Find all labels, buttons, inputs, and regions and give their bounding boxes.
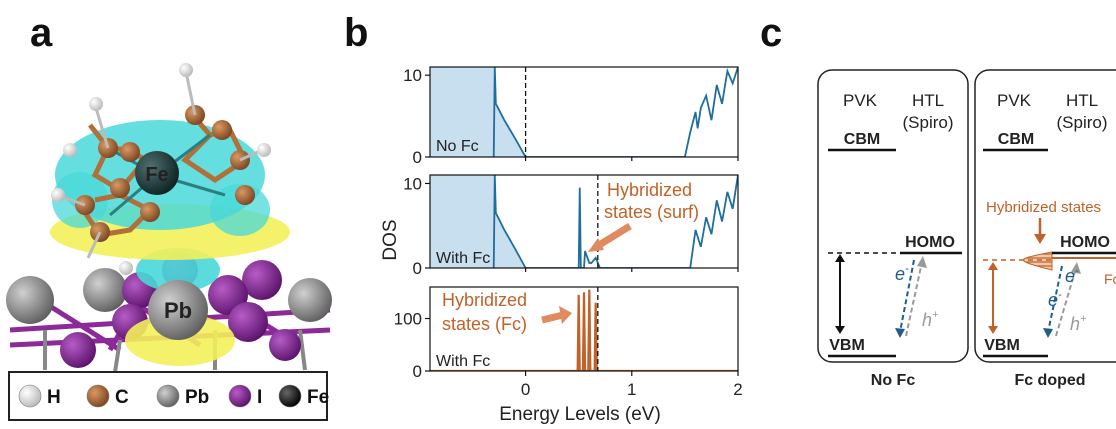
arrowhead-hybridized-fc — [559, 306, 572, 324]
label-cbm-left: CBM — [844, 131, 880, 148]
legend-swatch-fe — [278, 384, 302, 408]
y-tick-label: 100 — [394, 310, 422, 329]
label-with-fc-2: With Fc — [436, 353, 490, 370]
caption-fc-doped: Fc doped — [1014, 372, 1085, 389]
y-tick-label: 0 — [413, 259, 422, 278]
label-pvk-right: PVK — [997, 91, 1032, 110]
electron-path-right — [1047, 265, 1063, 333]
y-tick-label: 0 — [413, 362, 422, 381]
fe-atom-label: Fe — [145, 164, 168, 186]
hole-label-right: h+ — [1070, 313, 1087, 334]
dos-plot-with-fc-pdos: 0 100 0 1 2 — [394, 286, 743, 399]
label-spiro-right: (Spiro) — [1056, 113, 1107, 132]
x-tick-label: 2 — [733, 380, 742, 399]
annotation-hybridized-surf-1: Hybridized — [607, 180, 692, 200]
lattice-atoms — [6, 252, 332, 368]
label-htl-right: HTL — [1066, 91, 1098, 110]
electron-label-right-1: e- — [1065, 265, 1079, 286]
diagram-box-no-fc — [817, 69, 969, 363]
label-homo-right: HOMO — [1060, 234, 1110, 251]
label-homo-left: HOMO — [905, 234, 955, 251]
panel-b-dos: 0 10 0 10 0 100 0 1 2 DOS Energy Levels (eV) N… — [380, 66, 743, 425]
dos-filled-region — [430, 175, 526, 268]
legend-label-c: C — [115, 387, 129, 408]
legend-swatch-c — [86, 384, 110, 408]
y-tick-label: 0 — [413, 148, 422, 167]
dos-x-axis-label: Energy Levels (eV) — [499, 404, 661, 425]
panel-label-a: a — [30, 11, 53, 55]
dos-y-axis-label: DOS — [380, 219, 401, 260]
label-pvk-left: PVK — [843, 91, 878, 110]
panel-c-fc-doped: PVK HTL (Spiro) CBM Hybridized states HO… — [974, 69, 1116, 389]
dos-filled-region — [430, 67, 526, 157]
electron-path-left — [899, 259, 915, 333]
panel-a-structure: Pb — [6, 63, 332, 373]
pb-atom-label: Pb — [164, 298, 192, 323]
h-bonds — [59, 71, 263, 259]
plot-frame — [429, 66, 739, 158]
legend-label-fe: Fe — [307, 387, 329, 408]
isosurface-negative-pb — [125, 314, 235, 366]
hydrogen-atoms — [51, 63, 271, 275]
pdos-curve — [430, 289, 738, 371]
x-tick-label: 0 — [521, 380, 530, 399]
legend-label-h: H — [47, 387, 61, 408]
panel-label-b: b — [344, 11, 368, 55]
x-tick-label: 1 — [627, 380, 636, 399]
arrowhead-hybridized-surf — [588, 238, 604, 252]
y-tick-label: 10 — [403, 66, 422, 85]
annotation-hybridized-surf-2: states (surf) — [604, 202, 699, 222]
panel-c-no-fc: PVK HTL (Spiro) CBM HOMO VBM e- h+ No Fc — [817, 69, 969, 389]
hole-label-left: h+ — [922, 309, 939, 330]
pb-atom — [148, 280, 208, 340]
dos-plot-no-fc: 0 10 — [403, 66, 739, 167]
legend-swatch-pb — [156, 384, 180, 408]
legend-label-pb: Pb — [185, 387, 209, 408]
caption-no-fc: No Fc — [871, 372, 916, 389]
label-fc-cut: Fc — [1104, 271, 1116, 287]
label-vbm-right: VBM — [984, 337, 1020, 354]
plot-frame — [429, 174, 739, 269]
arrow-hybridized-fc — [541, 311, 564, 324]
arrow-hybridized-surf — [594, 223, 632, 250]
dos-plot-with-fc-surface: 0 10 — [403, 174, 739, 278]
label-no-fc: No Fc — [436, 138, 479, 155]
label-htl-left: HTL — [912, 91, 944, 110]
hybridized-states-shape — [1023, 251, 1053, 271]
annotation-hybridized-fc-1: Hybridized — [442, 290, 527, 310]
electron-label-left: e- — [895, 263, 909, 284]
atom-legend: H C Pb I Fe — [8, 371, 329, 421]
label-vbm-left: VBM — [829, 337, 865, 354]
panel-label-c: c — [760, 11, 782, 55]
fe-atom — [135, 151, 179, 195]
hole-path-left — [905, 261, 923, 337]
electron-label-right-2: e- — [1048, 289, 1062, 310]
label-spiro-left: (Spiro) — [902, 113, 953, 132]
dos-curve — [492, 67, 738, 157]
plot-frame — [429, 286, 739, 372]
y-tick-label: 10 — [403, 174, 422, 193]
diagram-box-fc-doped — [974, 69, 1116, 363]
dos-curve — [492, 175, 738, 268]
legend-label-i: I — [257, 387, 262, 408]
legend-swatch-h — [18, 384, 42, 408]
annotation-hybridized-fc-2: states (Fc) — [442, 314, 527, 334]
legend-swatch-i — [228, 384, 252, 408]
label-with-fc-1: With Fc — [436, 250, 490, 267]
label-hybridized-states: Hybridized states — [986, 199, 1101, 216]
hole-path-right — [1055, 267, 1077, 337]
label-cbm-right: CBM — [998, 131, 1034, 148]
